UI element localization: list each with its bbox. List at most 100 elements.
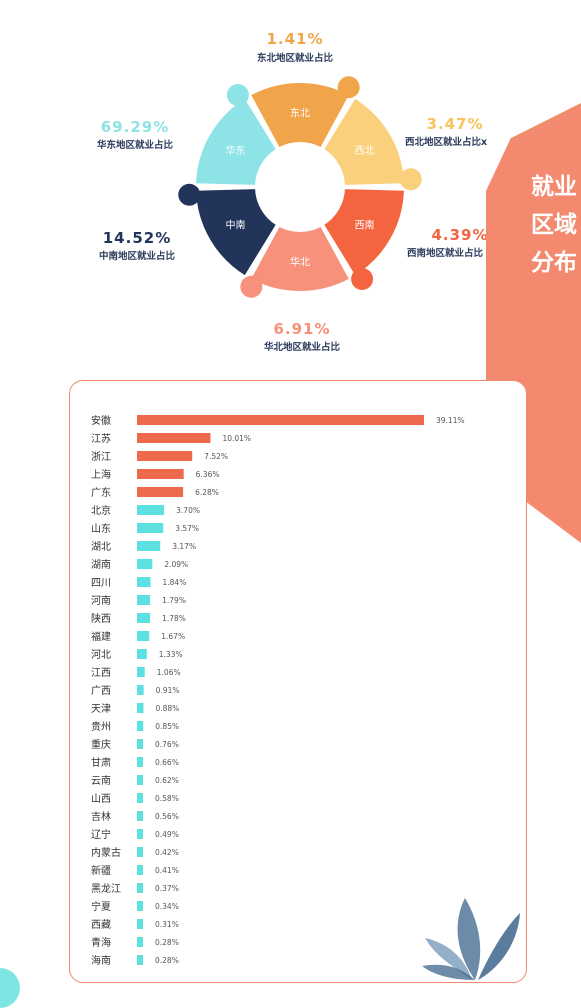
bar	[137, 739, 143, 749]
region-label-dongbei: 东北地区就业占比	[256, 53, 333, 64]
bar	[137, 829, 143, 839]
region-label-huadong: 华东地区就业占比	[96, 140, 173, 151]
bar-value-label: 1.33%	[159, 650, 183, 659]
bar	[137, 901, 143, 911]
bar-category-label: 山东	[91, 522, 111, 535]
region-label-huabei: 华北地区就业占比	[263, 342, 340, 353]
bar-category-label: 河南	[91, 594, 111, 607]
bar-category-label: 新疆	[91, 864, 111, 877]
region-pct-dongbei: 1.41%	[266, 30, 324, 48]
bar	[137, 703, 144, 713]
bar-value-label: 0.58%	[155, 794, 179, 803]
bar	[137, 415, 424, 425]
bar-value-label: 3.57%	[175, 524, 199, 533]
ring-knob	[337, 76, 360, 99]
bar-category-label: 青海	[91, 936, 111, 949]
bar-category-label: 辽宁	[91, 828, 111, 841]
bar-category-label: 重庆	[91, 738, 111, 751]
bar-value-label: 1.06%	[157, 668, 181, 677]
bar-value-label: 1.78%	[162, 614, 186, 623]
bar-category-label: 上海	[91, 468, 111, 481]
bar	[137, 433, 211, 443]
region-pct-xinan: 4.39%	[431, 226, 489, 244]
bar	[137, 847, 143, 857]
bar	[137, 505, 165, 515]
ring-segment-label: 华北	[290, 256, 310, 269]
bar-category-label: 陕西	[91, 612, 111, 625]
bar	[137, 937, 143, 947]
bar-category-label: 云南	[91, 774, 111, 787]
ring-segment-label: 中南	[225, 218, 245, 231]
bar-value-label: 0.42%	[155, 848, 179, 857]
ring-knob	[399, 168, 422, 191]
province-bar-chart: 安徽 39.11% 江苏 10.01% 浙江 7.52% 上海 6.36% 广东 6.28% 北京 3…	[91, 414, 465, 967]
bar-category-label: 湖南	[91, 558, 111, 571]
bar-chart-panel	[69, 380, 527, 983]
bar	[137, 631, 150, 641]
region-pct-xibei: 3.47%	[426, 115, 484, 133]
bar	[137, 775, 143, 785]
bar-value-label: 3.70%	[176, 506, 200, 515]
ring-knob	[226, 83, 249, 106]
bar	[137, 649, 147, 659]
bar-value-label: 0.37%	[155, 884, 179, 893]
bar-category-label: 广西	[91, 685, 111, 697]
ring-segment-label: 东北	[290, 107, 310, 120]
region-pct-huabei: 6.91%	[273, 320, 331, 338]
bar-value-label: 0.31%	[155, 920, 179, 929]
bar-value-label: 0.66%	[155, 758, 179, 767]
bar	[137, 469, 184, 479]
bar-category-label: 吉林	[91, 810, 111, 823]
bar	[137, 685, 144, 695]
bar	[137, 919, 143, 929]
bar-value-label: 0.56%	[155, 812, 179, 821]
banner-title: 就业区域分布	[531, 174, 577, 276]
bar-value-label: 0.49%	[155, 830, 179, 839]
bar	[137, 883, 143, 893]
ring-segment-label: 西南	[355, 218, 375, 231]
bar-category-label: 甘肃	[91, 756, 111, 769]
bar	[137, 721, 144, 731]
bar-category-label: 西藏	[91, 919, 111, 931]
bar	[137, 451, 193, 461]
bar-value-label: 6.36%	[196, 470, 220, 479]
region-label-xinan: 西南地区就业占比	[407, 248, 484, 259]
bar	[137, 487, 184, 497]
bar-value-label: 39.11%	[436, 416, 465, 425]
bar-value-label: 0.85%	[155, 722, 179, 731]
bar-value-label: 3.17%	[172, 542, 196, 551]
bar-category-label: 河北	[91, 649, 111, 661]
bar-value-label: 10.01%	[222, 434, 251, 443]
ring-knob	[240, 275, 263, 298]
bar	[137, 541, 161, 551]
bar	[137, 595, 151, 605]
bar-value-label: 0.41%	[155, 866, 179, 875]
bar-value-label: 0.88%	[155, 704, 179, 713]
ring-segment-label: 西北	[355, 145, 375, 157]
bar-value-label: 0.76%	[155, 740, 179, 749]
bar-value-label: 0.34%	[155, 902, 179, 911]
bar-category-label: 天津	[91, 703, 111, 715]
region-label-zhongnan: 中南地区就业占比	[98, 251, 175, 262]
bar-value-label: 0.28%	[155, 938, 179, 947]
bar-category-label: 广东	[91, 486, 111, 499]
bar-category-label: 湖北	[91, 541, 111, 553]
bar-value-label: 1.84%	[163, 578, 187, 587]
bar-value-label: 0.62%	[155, 776, 179, 785]
bar	[137, 559, 153, 569]
leaf-decoration-icon	[422, 898, 520, 980]
bar-category-label: 安徽	[91, 414, 111, 427]
bar-category-label: 福建	[91, 630, 111, 643]
bar-category-label: 江西	[91, 667, 111, 679]
region-pct-huadong: 69.29%	[100, 118, 170, 136]
bar	[137, 667, 145, 677]
bar-category-label: 山西	[91, 793, 111, 805]
bar-category-label: 宁夏	[91, 900, 111, 913]
bar	[137, 613, 151, 623]
bar	[137, 577, 151, 587]
bar	[137, 811, 143, 821]
bar-category-label: 北京	[91, 504, 111, 517]
ring-segment-label: 华东	[225, 144, 245, 157]
bar-category-label: 内蒙古	[91, 846, 121, 859]
